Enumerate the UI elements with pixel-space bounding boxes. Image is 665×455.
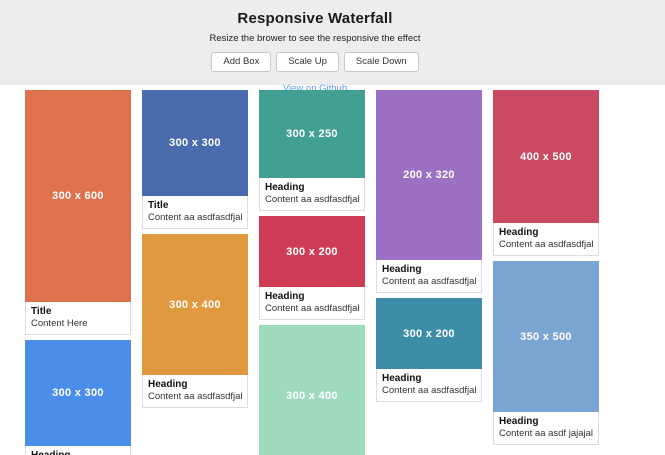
caption-text: Content Here xyxy=(31,318,88,329)
placeholder-image-box[interactable]: 300 x 250 xyxy=(259,90,365,178)
add-box-button[interactable]: Add Box xyxy=(211,52,272,72)
page-header: Responsive Waterfall Resize the brower t… xyxy=(0,0,665,94)
card-caption: Heading xyxy=(25,446,131,455)
box-size-label: 300 x 200 xyxy=(403,327,455,340)
box-size-label: 300 x 600 xyxy=(52,190,104,202)
caption-text: Content aa asdfasdfjal xyxy=(499,239,593,250)
placeholder-image-box[interactable]: 300 x 600 xyxy=(25,90,131,302)
caption-text: Content aa asdfasdfjal xyxy=(382,276,476,287)
box-size-label: 400 x 500 xyxy=(520,150,572,163)
waterfall-column-3: 300 x 250 Heading Content aa asdfasdfjal 30… xyxy=(259,90,365,455)
waterfall-card: 300 x 200 Heading Content aa asdfasdfjal xyxy=(376,298,482,402)
placeholder-image-box[interactable]: 300 x 200 xyxy=(259,216,365,287)
waterfall-card: 300 x 300 Heading xyxy=(25,340,131,455)
caption-title: Heading xyxy=(148,379,188,390)
caption-text: Content aa asdfasdfjal xyxy=(265,303,359,314)
scale-up-button[interactable]: Scale Up xyxy=(276,52,339,72)
placeholder-image-box[interactable]: 350 x 500 xyxy=(493,261,599,412)
waterfall-card: 300 x 400 xyxy=(259,325,365,455)
card-caption: Title Content aa asdfasdfjal xyxy=(142,196,248,229)
caption-title: Heading xyxy=(31,449,125,455)
box-size-label: 300 x 300 xyxy=(169,137,221,149)
caption-title: Heading xyxy=(265,182,305,193)
waterfall-card: 300 x 600 Title Content Here xyxy=(25,90,131,335)
placeholder-image-box[interactable]: 400 x 500 xyxy=(493,90,599,223)
caption-text: Content aa asdfasdfjal xyxy=(148,391,242,402)
placeholder-image-box[interactable]: 300 x 400 xyxy=(259,325,365,455)
caption-title: Heading xyxy=(382,264,422,275)
card-caption: Heading Content aa asdf jajajal xyxy=(493,412,599,445)
caption-text: Content aa asdf jajajal xyxy=(499,428,593,439)
caption-title: Heading xyxy=(499,416,539,427)
waterfall-column-5: 400 x 500 Heading Content aa asdfasdfjal 35… xyxy=(493,90,599,455)
waterfall-card: 300 x 250 Heading Content aa asdfasdfjal xyxy=(259,90,365,211)
box-size-label: 350 x 500 xyxy=(520,330,572,343)
card-caption: Heading Content aa asdfasdfjal xyxy=(376,369,482,402)
box-size-label: 300 x 400 xyxy=(169,298,221,311)
caption-title: Title xyxy=(31,306,52,317)
waterfall-card: 400 x 500 Heading Content aa asdfasdfjal xyxy=(493,90,599,256)
waterfall-card: 350 x 500 Heading Content aa asdf jajajal xyxy=(493,261,599,445)
card-caption: Heading Content aa asdfasdfjal xyxy=(259,178,365,211)
box-size-label: 300 x 300 xyxy=(52,387,104,399)
caption-title: Heading xyxy=(382,373,422,384)
caption-title: Title xyxy=(148,200,169,211)
placeholder-image-box[interactable]: 300 x 400 xyxy=(142,234,248,375)
card-caption: Heading Content aa asdfasdfjal xyxy=(376,260,482,293)
page-subtitle: Resize the brower to see the responsive … xyxy=(209,33,421,44)
card-caption: Heading Content aa asdfasdfjal xyxy=(493,223,599,256)
caption-text: Content aa asdfasdfjal xyxy=(148,212,242,223)
placeholder-image-box[interactable]: 200 x 320 xyxy=(376,90,482,260)
waterfall-column-4: 200 x 320 Heading Content aa asdfasdfjal 30… xyxy=(376,90,482,455)
placeholder-image-box[interactable]: 300 x 300 xyxy=(142,90,248,196)
waterfall-column-2: 300 x 300 Title Content aa asdfasdfjal 300 … xyxy=(142,90,248,455)
scale-down-button[interactable]: Scale Down xyxy=(343,52,419,72)
toolbar: Add Box Scale Up Scale Down xyxy=(24,52,606,72)
card-caption: Heading Content aa asdfasdfjal xyxy=(259,287,365,320)
box-size-label: 300 x 250 xyxy=(286,128,338,140)
waterfall-card: 300 x 400 Heading Content aa asdfasdfjal xyxy=(142,234,248,408)
caption-text: Content aa asdfasdfjal xyxy=(382,385,476,396)
card-caption: Title Content Here xyxy=(25,302,131,335)
box-size-label: 300 x 200 xyxy=(286,245,338,258)
caption-title: Heading xyxy=(265,291,305,302)
github-link[interactable]: View on Github xyxy=(282,83,348,94)
placeholder-image-box[interactable]: 300 x 300 xyxy=(25,340,131,446)
waterfall-card: 300 x 300 Title Content aa asdfasdfjal xyxy=(142,90,248,229)
card-caption: Heading Content aa asdfasdfjal xyxy=(142,375,248,408)
page-title: Responsive Waterfall xyxy=(237,10,393,27)
box-size-label: 300 x 400 xyxy=(286,389,338,402)
waterfall-card: 300 x 200 Heading Content aa asdfasdfjal xyxy=(259,216,365,320)
placeholder-image-box[interactable]: 300 x 200 xyxy=(376,298,482,369)
box-size-label: 200 x 320 xyxy=(403,169,455,181)
header-content: Responsive Waterfall Resize the brower t… xyxy=(24,0,606,96)
waterfall-card: 200 x 320 Heading Content aa asdfasdfjal xyxy=(376,90,482,293)
caption-title: Heading xyxy=(499,227,539,238)
caption-text: Content aa asdfasdfjal xyxy=(265,194,359,205)
